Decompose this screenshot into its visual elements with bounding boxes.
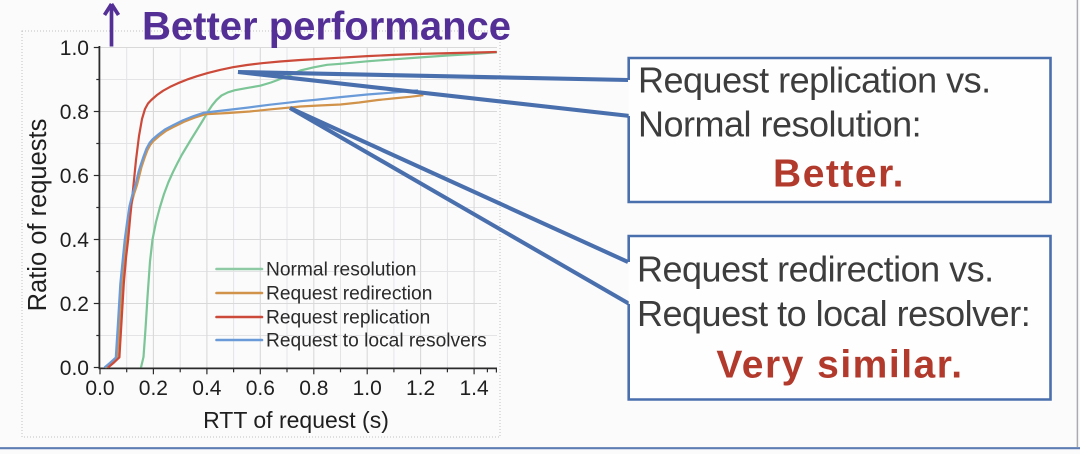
svg-text:Request redirection vs.: Request redirection vs.: [637, 249, 994, 290]
svg-text:0.0: 0.0: [85, 377, 114, 400]
svg-text:1.2: 1.2: [406, 377, 435, 400]
svg-text:Very similar.: Very similar.: [716, 344, 963, 387]
svg-text:0.4: 0.4: [60, 229, 90, 252]
svg-text:Request to local resolver:: Request to local resolver:: [637, 293, 1030, 334]
svg-text:Better.: Better.: [773, 153, 905, 196]
svg-text:0.8: 0.8: [60, 101, 89, 124]
svg-text:Request replication vs.: Request replication vs.: [638, 60, 991, 101]
svg-text:0.6: 0.6: [60, 165, 89, 188]
svg-text:1.0: 1.0: [353, 377, 382, 400]
svg-text:Normal resolution: Normal resolution: [266, 260, 416, 281]
svg-text:0.0: 0.0: [60, 357, 89, 380]
svg-text:0.8: 0.8: [299, 377, 328, 400]
svg-text:Ratio of requests: Ratio of requests: [24, 119, 52, 312]
svg-text:Request to local resolvers: Request to local resolvers: [266, 331, 487, 352]
svg-text:0.2: 0.2: [139, 377, 168, 400]
svg-text:RTT of request (s): RTT of request (s): [203, 407, 389, 433]
svg-text:1.4: 1.4: [459, 377, 489, 400]
svg-text:0.4: 0.4: [192, 377, 222, 400]
svg-text:Normal resolution:: Normal resolution:: [638, 104, 921, 145]
svg-text:Better performance: Better performance: [142, 5, 511, 49]
svg-text:Request redirection: Request redirection: [266, 284, 432, 305]
svg-text:Request replication: Request replication: [266, 308, 430, 329]
svg-text:0.2: 0.2: [60, 293, 89, 316]
svg-text:1.0: 1.0: [60, 37, 89, 60]
svg-text:0.6: 0.6: [246, 377, 275, 400]
